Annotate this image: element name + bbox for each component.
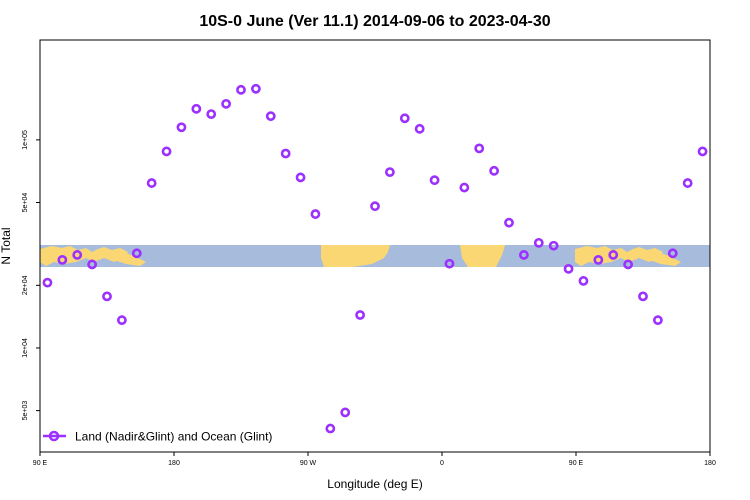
data-point [161, 146, 172, 157]
data-point [429, 175, 440, 186]
data-point [459, 182, 470, 193]
legend-label: Land (Nadir&Glint) and Ocean (Glint) [75, 430, 272, 444]
data-point [221, 98, 232, 109]
data-point [295, 172, 306, 183]
x-tick-label: 180 [168, 460, 180, 467]
data-point [474, 143, 485, 154]
x-tick-label: 180 [704, 460, 716, 467]
data-point [578, 276, 589, 286]
data-point [72, 250, 83, 260]
data-point [280, 148, 291, 159]
data-point [87, 259, 98, 270]
data-point [250, 83, 261, 94]
data-point [638, 291, 648, 302]
data-point [548, 240, 559, 251]
data-point [236, 84, 246, 95]
data-point [340, 407, 351, 418]
data-points [42, 83, 708, 434]
y-tick-label: 5e+04 [22, 193, 29, 213]
new-guinea-left [106, 251, 146, 266]
plot-frame [39, 39, 711, 453]
data-point [593, 254, 604, 265]
y-axis: 5e+03 1e+04 2e+04 5e+04 1e+05 [22, 130, 40, 420]
data-point [265, 111, 276, 122]
x-tick-label: 90 W [300, 460, 317, 467]
data-point [608, 250, 619, 260]
y-tick-label: 1e+04 [22, 338, 29, 358]
data-point [310, 209, 321, 219]
y-tick-label: 5e+03 [22, 401, 29, 421]
data-point [623, 259, 634, 270]
data-point [116, 315, 127, 326]
data-point [414, 123, 425, 134]
maritime-continent-right [575, 246, 663, 266]
data-point [563, 263, 574, 274]
map-band [40, 245, 710, 267]
data-point [146, 178, 157, 188]
south-america-land [321, 245, 390, 267]
data-point [131, 248, 142, 259]
y-tick-label: 2e+04 [22, 275, 29, 295]
x-axis-label: Longitude (deg E) [327, 477, 422, 491]
x-tick-label: 0 [440, 460, 444, 467]
chart-title: 10S-0 June (Ver 11.1) 2014-09-06 to 2023… [199, 13, 550, 30]
data-point [191, 103, 202, 114]
data-point [42, 277, 53, 288]
data-point [355, 310, 366, 320]
data-point [667, 248, 678, 259]
data-point [325, 423, 336, 434]
data-point [518, 250, 529, 260]
data-point [399, 113, 410, 124]
data-point [57, 254, 68, 265]
y-tick-label: 1e+05 [22, 130, 29, 150]
x-axis: 90 E 180 90 W 0 90 E 180 [33, 452, 716, 467]
data-point [652, 315, 663, 326]
data-point [370, 201, 380, 212]
data-point [489, 165, 500, 176]
legend: Land (Nadir&Glint) and Ocean (Glint) [43, 430, 272, 444]
data-point [504, 217, 514, 228]
new-guinea-right [641, 251, 681, 266]
data-point [444, 258, 455, 269]
data-point [533, 237, 544, 248]
x-tick-label: 90 E [33, 460, 48, 467]
data-point [697, 146, 708, 157]
data-point [384, 167, 395, 178]
data-point [176, 122, 187, 133]
data-point [682, 178, 693, 188]
y-axis-label: N Total [0, 227, 13, 264]
data-point [206, 109, 217, 120]
data-point [102, 291, 112, 302]
x-tick-label: 90 E [569, 460, 584, 467]
africa-land [460, 245, 505, 267]
legend-marker [48, 430, 60, 442]
maritime-continent-left [40, 246, 128, 266]
